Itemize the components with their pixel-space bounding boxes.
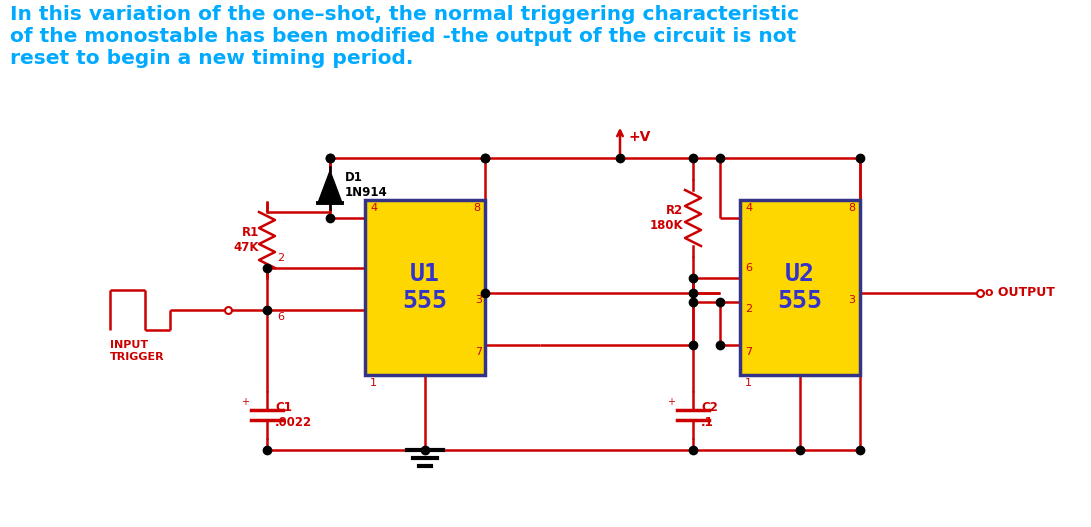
Polygon shape: [317, 171, 341, 203]
Text: 8: 8: [848, 203, 855, 213]
Text: +: +: [667, 397, 675, 407]
Bar: [740, 200, 860, 375]
Text: 2: 2: [745, 304, 752, 314]
Text: 1: 1: [370, 378, 377, 388]
Text: INPUT
TRIGGER: INPUT TRIGGER: [110, 340, 165, 362]
Text: +: +: [241, 397, 249, 407]
Text: C2
.1: C2 .1: [702, 401, 718, 429]
Text: 4: 4: [370, 203, 377, 213]
Text: U2
555: U2 555: [778, 261, 823, 314]
Text: 1: 1: [745, 378, 752, 388]
Text: 3: 3: [848, 295, 855, 305]
Text: +V: +V: [628, 130, 650, 144]
Text: 8: 8: [472, 203, 480, 213]
Text: 3: 3: [475, 295, 482, 305]
Text: 7: 7: [745, 347, 752, 357]
Text: 7: 7: [475, 347, 482, 357]
Text: R1
47K: R1 47K: [233, 226, 259, 254]
Text: D1
1N914: D1 1N914: [345, 171, 387, 199]
Bar: [365, 200, 485, 375]
Text: C1
.0022: C1 .0022: [275, 401, 312, 429]
Text: In this variation of the one–shot, the normal triggering characteristic
of the m: In this variation of the one–shot, the n…: [10, 5, 799, 68]
Text: 6: 6: [277, 312, 284, 322]
Text: U1
555: U1 555: [403, 261, 447, 314]
Text: 6: 6: [745, 263, 752, 273]
Text: R2
180K: R2 180K: [649, 204, 683, 232]
Text: o OUTPUT: o OUTPUT: [985, 287, 1055, 299]
Text: 2: 2: [277, 253, 284, 263]
Text: 4: 4: [745, 203, 752, 213]
